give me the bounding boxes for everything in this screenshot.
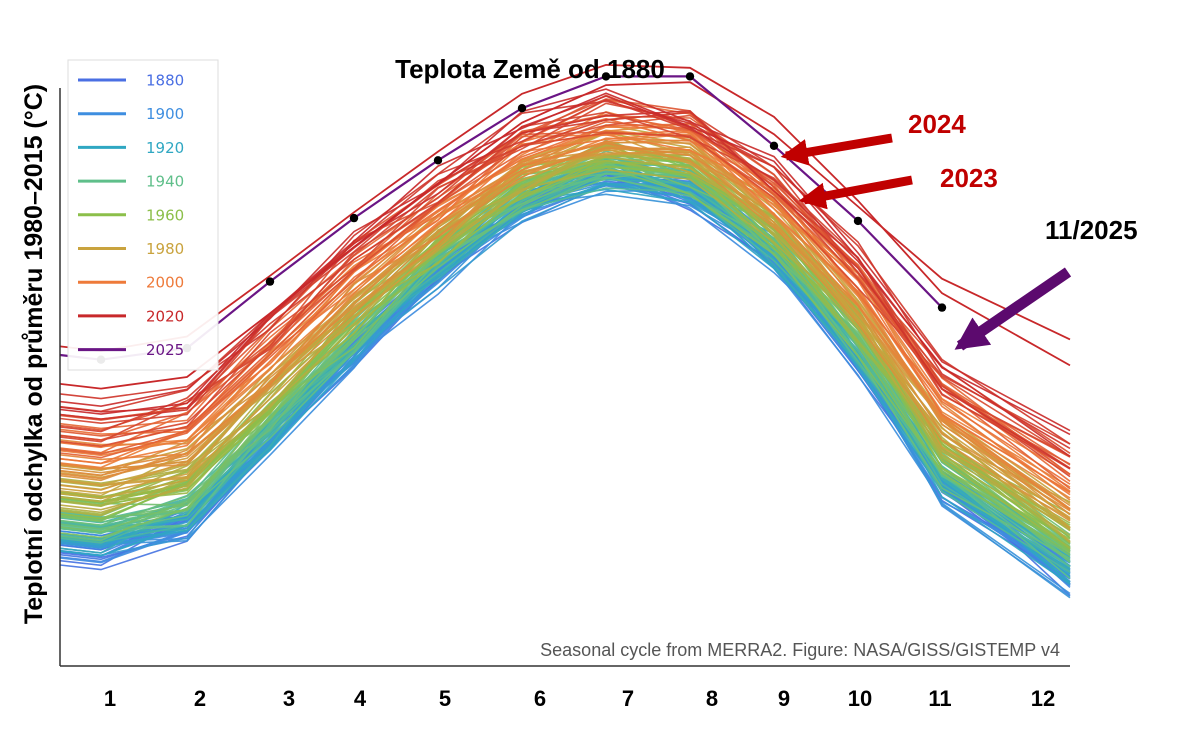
x-tick-10: 10 — [848, 686, 872, 711]
annotation-2023-label: 2023 — [940, 163, 998, 193]
series-point-2025-m4 — [349, 213, 359, 223]
series-line-1945 — [59, 166, 1071, 553]
series-line-2022 — [59, 92, 1071, 436]
series-line-1963 — [59, 160, 1071, 544]
annotation-11-2025-arrow — [954, 267, 1072, 351]
series-line-2018 — [59, 100, 1071, 450]
y-axis-label: Teplotní odchylka od průměru 1980–2015 (… — [20, 84, 48, 624]
series-line-2019 — [59, 110, 1071, 470]
series-line-1975 — [59, 147, 1071, 529]
legend-label-2000: 2000 — [146, 274, 184, 292]
legend-label-1920: 1920 — [146, 139, 184, 157]
annotation-11-2025: 11/2025 — [954, 215, 1138, 351]
historical-series-group — [59, 88, 1071, 599]
legend-label-1900: 1900 — [146, 105, 184, 123]
source-credit: Seasonal cycle from MERRA2. Figure: NASA… — [540, 640, 1060, 660]
x-tick-5: 5 — [439, 686, 451, 711]
series-line-1981 — [59, 147, 1071, 520]
series-line-1998 — [59, 133, 1071, 492]
annotation-2024: 2024 — [780, 109, 966, 166]
series-line-2023 — [59, 81, 1071, 390]
series-line-2015 — [59, 111, 1071, 445]
series-point-2025-m6 — [517, 104, 527, 113]
series-point-2025-m11 — [937, 303, 947, 312]
annotation-2024-label: 2024 — [908, 109, 966, 139]
series-line-2017 — [59, 98, 1071, 445]
legend-label-2025: 2025 — [146, 341, 184, 359]
legend-label-1880: 1880 — [146, 72, 184, 90]
series-line-2000 — [59, 131, 1071, 496]
x-tick-7: 7 — [622, 686, 634, 711]
series-line-2004 — [59, 99, 1071, 476]
series-line-2020 — [59, 95, 1071, 458]
series-line-1949 — [59, 157, 1071, 557]
x-tick-9: 9 — [778, 686, 790, 711]
annotation-2023: 2023 — [798, 163, 998, 210]
x-tick-2: 2 — [194, 686, 206, 711]
chart-title: Teplota Země od 1880 — [395, 54, 665, 84]
series-line-2013 — [59, 102, 1071, 457]
series-line-1964 — [59, 155, 1071, 530]
x-tick-12: 12 — [1031, 686, 1055, 711]
x-tick-11: 11 — [928, 686, 951, 711]
x-tick-1: 1 — [104, 686, 116, 711]
series-point-2025-m5 — [433, 156, 443, 165]
legend-label-1960: 1960 — [146, 206, 184, 224]
legend-label-1980: 1980 — [146, 240, 184, 258]
legend: 1880 1900 1920 1940 1960 1980 2000 2020 2025 — [67, 59, 219, 371]
series-point-2025-m8 — [685, 72, 695, 81]
series-point-2025-m7 — [601, 72, 611, 81]
annotation-2024-arrow — [780, 133, 893, 166]
x-tick-labels: 1 2 3 4 5 6 7 8 9 10 11 12 — [104, 686, 1055, 711]
annotation-11-2025-label: 11/2025 — [1045, 215, 1138, 245]
x-tick-8: 8 — [706, 686, 718, 711]
series-point-2025-m9 — [769, 141, 779, 150]
x-tick-4: 4 — [354, 686, 367, 711]
x-tick-3: 3 — [283, 686, 295, 711]
series-point-2025-m3 — [265, 277, 275, 286]
x-tick-6: 6 — [534, 686, 546, 711]
legend-label-2020: 2020 — [146, 307, 184, 325]
series-point-2025-m10 — [853, 216, 863, 226]
legend-label-1940: 1940 — [146, 173, 184, 191]
annotation-2023-arrow — [798, 175, 913, 210]
